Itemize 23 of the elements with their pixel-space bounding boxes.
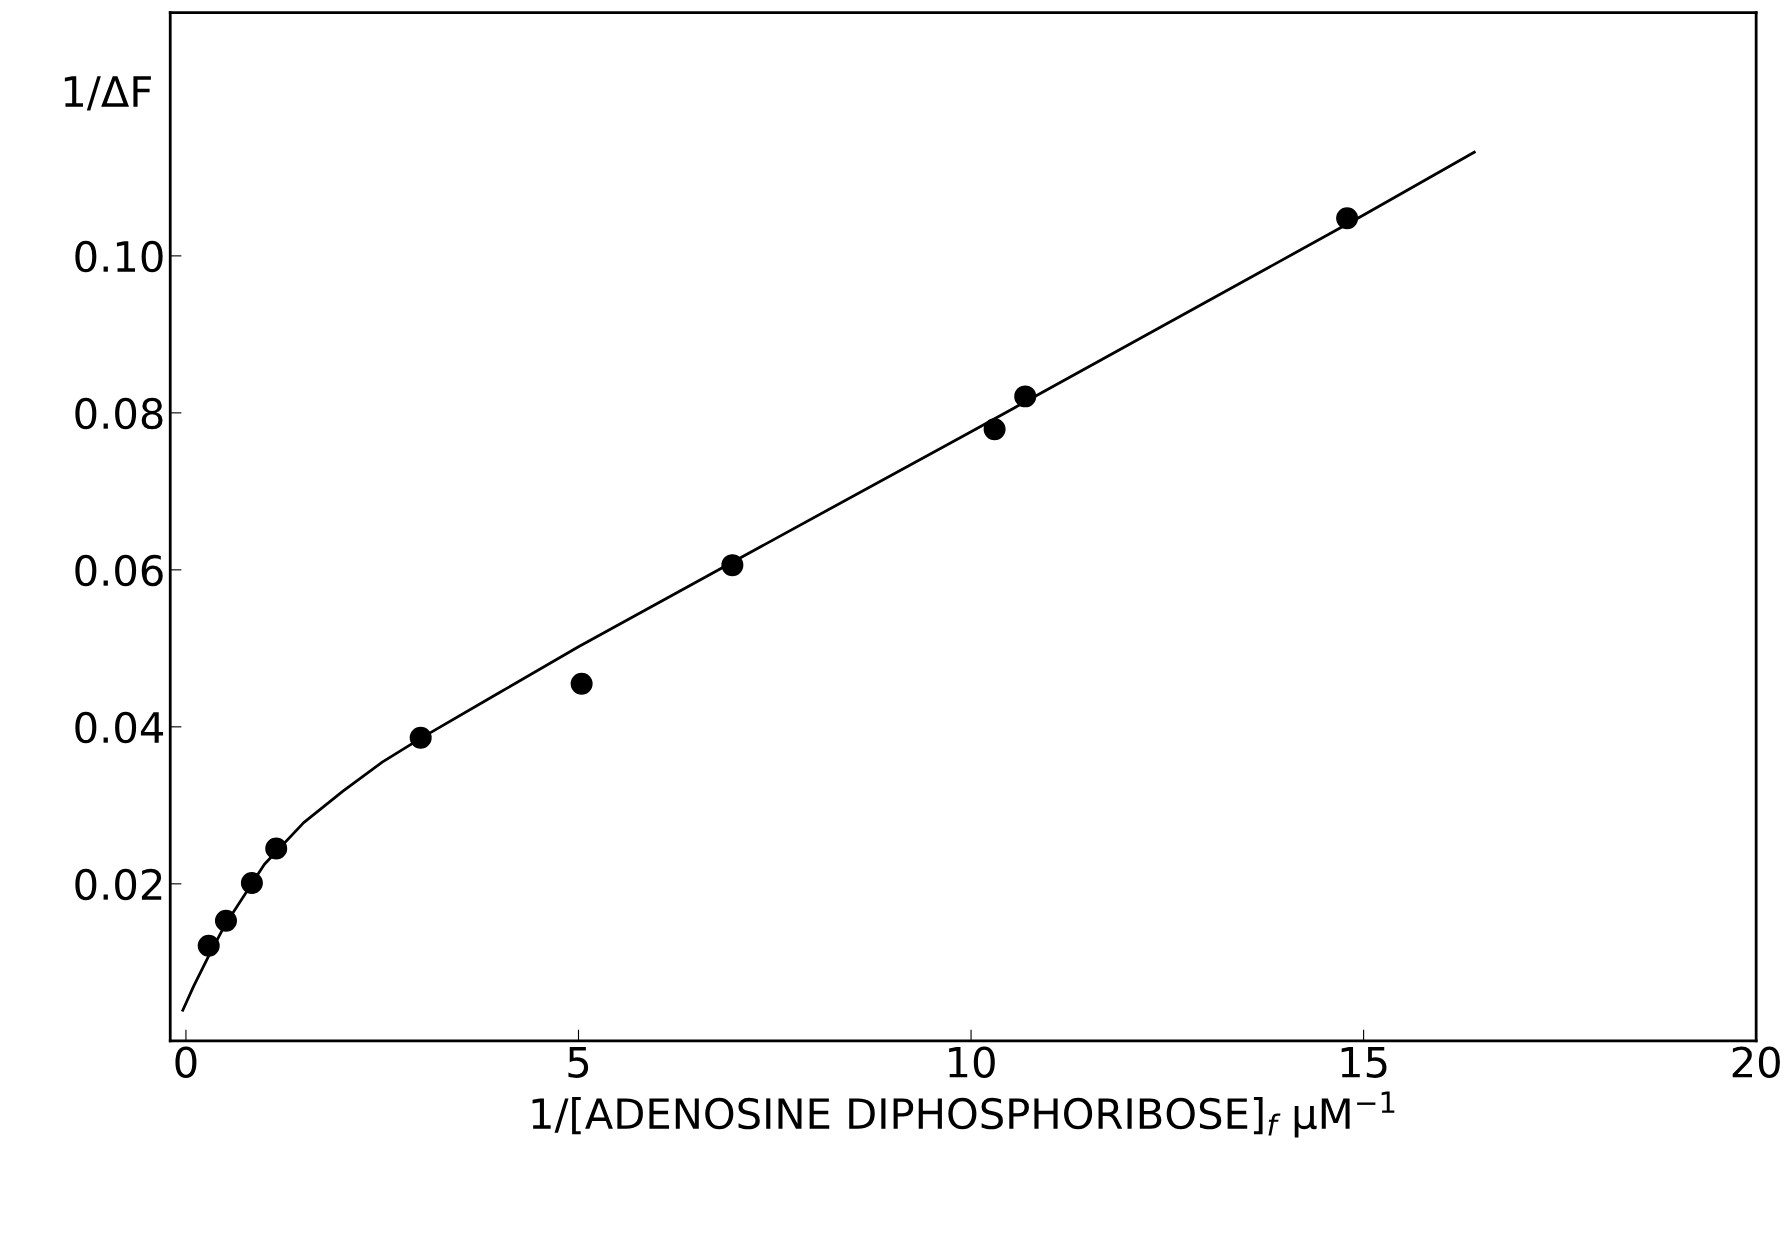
point [1336,207,1359,230]
point [197,934,220,957]
y-tick-label: 0.08 [75,397,163,430]
point [1014,385,1037,408]
y-tick-label: 0.02 [75,868,162,901]
x-tick-label: 10 [949,1046,995,1078]
y-tick-label: 0.10 [75,240,163,273]
point [721,554,744,577]
x-tick-label: 5 [568,1046,589,1078]
y-axis-title: 1/ΔF [64,76,151,111]
x-tick-label: 20 [1732,1046,1780,1078]
point [265,837,288,860]
point [409,726,432,749]
point [983,418,1006,441]
x-tick-label: 0 [175,1046,197,1078]
x-tick-label: 15 [1341,1046,1387,1078]
y-tick-label: 0.06 [75,554,163,587]
y-tick-label: 0.04 [75,711,164,744]
x-axis-title: 1/[ADENOSINE DIPHOSPHORIBOSE]$_{f}$ μM$^{−1}$ [532,1091,1395,1138]
point [240,872,263,895]
point [570,672,593,695]
line-series [181,150,1476,1012]
point [214,909,237,932]
